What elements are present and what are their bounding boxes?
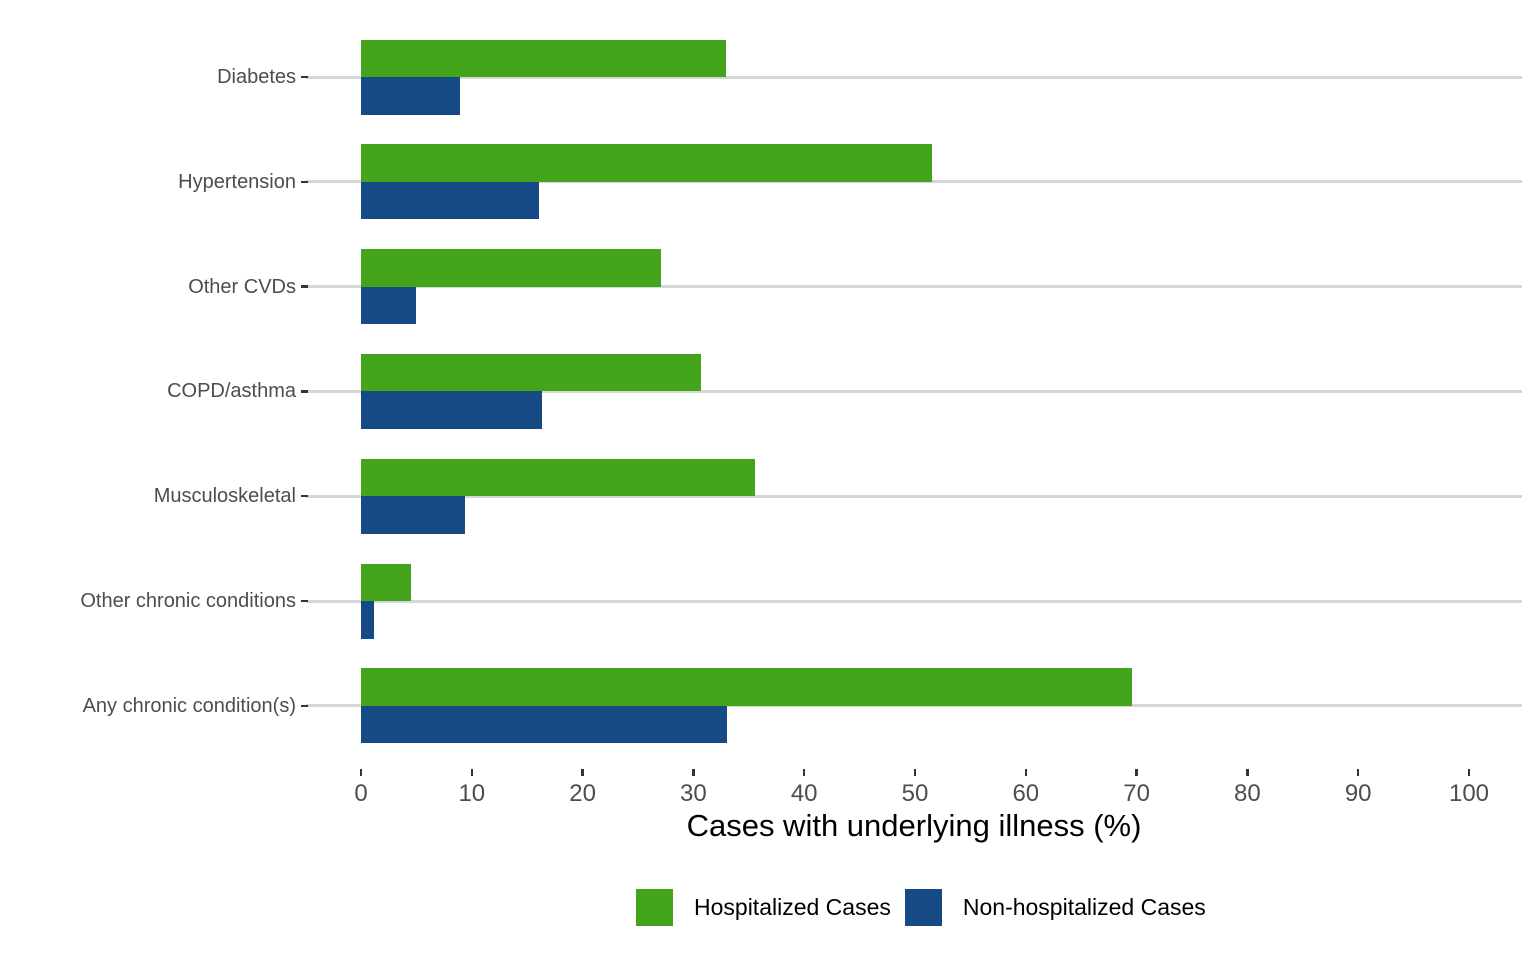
bar-hospitalized — [361, 458, 756, 497]
bar-non-hospitalized — [361, 391, 542, 429]
category-gridline — [306, 599, 1522, 603]
x-axis-tick-label: 40 — [790, 780, 818, 807]
x-axis-tick-mark — [359, 769, 363, 776]
x-axis-tick-mark — [692, 769, 695, 776]
x-axis-tick-mark — [581, 769, 584, 776]
x-axis-tick-mark — [1024, 769, 1028, 776]
bar-hospitalized — [361, 563, 411, 601]
category-gridline — [306, 389, 1522, 393]
x-axis-title: Cases with underlying illness (%) — [686, 808, 1142, 843]
x-axis-tick-label: 10 — [458, 780, 486, 807]
x-axis-tick-label: 20 — [569, 780, 596, 807]
x-axis-tick-mark — [802, 769, 806, 776]
x-axis-tick-label: 70 — [1123, 780, 1150, 807]
category-gridline — [306, 285, 1522, 289]
legend: Hospitalized Cases Non-hospitalized Case… — [636, 889, 1206, 926]
category-gridline — [306, 494, 1522, 498]
category-label: Diabetes — [217, 66, 296, 88]
legend-item-non-hospitalized: Non-hospitalized Cases — [904, 889, 1206, 926]
x-axis-tick-label: 80 — [1234, 780, 1261, 807]
category-gridline — [306, 75, 1522, 79]
x-axis-tick-label: 90 — [1344, 780, 1372, 807]
category-label: Other CVDs — [188, 275, 296, 298]
x-axis-tick-label: 60 — [1012, 780, 1040, 807]
category-label: Other chronic conditions — [80, 590, 296, 612]
bar-non-hospitalized — [361, 77, 460, 115]
y-axis-tick-mark — [301, 494, 308, 498]
y-axis-tick-mark — [301, 180, 308, 184]
category-label: Hypertension — [178, 170, 296, 193]
y-axis-tick-mark — [301, 285, 308, 288]
x-axis-tick-label: 0 — [354, 780, 368, 807]
bar-hospitalized — [361, 144, 932, 182]
x-axis-tick-label: 50 — [901, 780, 929, 807]
y-axis-tick-mark — [301, 704, 308, 708]
y-axis-tick-mark — [301, 599, 308, 603]
x-axis-tick-mark — [913, 769, 917, 776]
x-axis-tick-label: 30 — [680, 780, 707, 807]
category-label: Any chronic condition(s) — [82, 694, 296, 717]
category-gridline — [306, 180, 1522, 184]
bar-hospitalized — [361, 249, 662, 287]
y-axis-tick-mark — [301, 75, 308, 79]
category-gridline — [306, 704, 1522, 708]
bar-non-hospitalized — [361, 496, 466, 534]
bar-hospitalized — [361, 39, 726, 77]
x-axis-tick-mark — [1135, 769, 1138, 776]
bar-non-hospitalized — [361, 705, 727, 744]
hospitalized-swatch-icon — [636, 889, 673, 926]
bar-hospitalized — [361, 353, 702, 392]
bar-non-hospitalized — [361, 601, 375, 639]
non-hospitalized-swatch-icon — [904, 889, 942, 926]
x-axis-tick-mark — [470, 769, 474, 776]
x-axis-tick-mark — [1467, 769, 1471, 776]
x-axis-tick-label: 100 — [1448, 780, 1490, 807]
legend-item-hospitalized: Hospitalized Cases — [636, 889, 891, 926]
bar-hospitalized — [361, 668, 1133, 706]
bar-non-hospitalized — [361, 181, 540, 220]
y-axis-tick-mark — [301, 390, 308, 393]
bar-non-hospitalized — [361, 286, 417, 325]
x-axis-tick-mark — [1246, 769, 1249, 776]
x-axis-tick-mark — [1356, 769, 1360, 776]
legend-label-hospitalized: Hospitalized Cases — [694, 894, 891, 920]
legend-label-non-hospitalized: Non-hospitalized Cases — [962, 894, 1206, 920]
category-label: COPD/asthma — [167, 380, 296, 403]
category-label: Musculoskeletal — [153, 485, 296, 508]
